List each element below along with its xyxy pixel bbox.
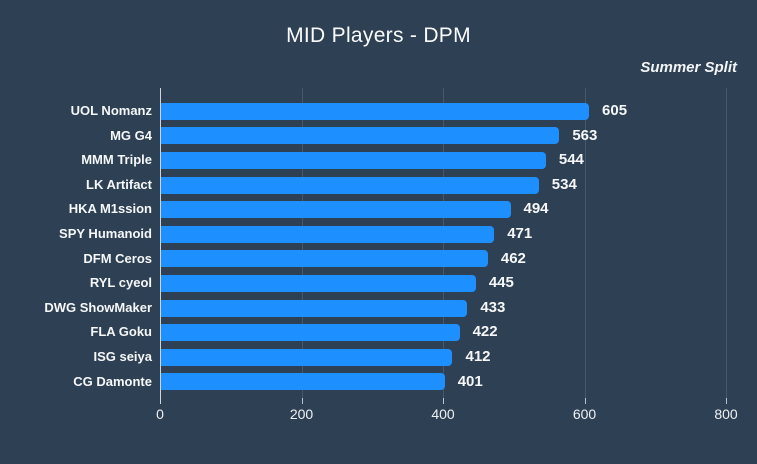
- bar: [161, 299, 468, 317]
- bar: [161, 102, 590, 120]
- value-label: 605: [602, 102, 628, 119]
- bar-track: 471: [160, 222, 726, 247]
- x-tick-label: 200: [289, 406, 314, 422]
- category-label: UOL Nomanz: [70, 103, 152, 118]
- category-label: HKA M1ssion: [68, 201, 152, 217]
- bar-track: 445: [160, 271, 726, 296]
- value-label: 544: [558, 151, 584, 169]
- value-label: 563: [572, 126, 598, 144]
- bar-row: LK Artifact 534: [0, 173, 757, 198]
- bar-track: 534: [160, 173, 726, 198]
- value-label: 534: [551, 175, 577, 193]
- x-tick-mark: [584, 398, 586, 404]
- bar: [161, 324, 460, 342]
- bar-row: MMM Triple 544: [0, 148, 757, 173]
- bar-track: 544: [160, 148, 726, 173]
- x-tick-label: 400: [431, 406, 455, 422]
- bar-row: ISG seiya 412: [0, 345, 757, 370]
- value-label: 412: [465, 347, 491, 365]
- bar: [161, 201, 511, 219]
- value-label: 433: [480, 298, 506, 316]
- x-tick-label: 800: [714, 406, 738, 422]
- category-label: ISG seiya: [93, 348, 152, 364]
- bar-track: 401: [160, 370, 726, 395]
- value-label: 462: [500, 249, 526, 267]
- bar-track: 563: [160, 124, 726, 149]
- gridline: [443, 88, 444, 398]
- x-tick-mark: [443, 398, 444, 404]
- value-label: 422: [472, 323, 498, 341]
- gridline: [584, 88, 586, 398]
- category-label: DWG ShowMaker: [44, 299, 152, 315]
- bar-row: UOL Nomanz 605: [0, 99, 757, 124]
- gridline: [726, 88, 727, 398]
- bar-row: CG Damonte 401: [0, 370, 757, 395]
- x-tick-label: 0: [156, 406, 164, 422]
- bar-row: RYL cyeol 445: [0, 271, 757, 296]
- category-label: RYL cyeol: [89, 275, 152, 291]
- bar: [161, 250, 488, 268]
- value-label: 401: [457, 372, 483, 390]
- bar-row: HKA M1ssion 494: [0, 197, 757, 222]
- category-label: DFM Ceros: [83, 250, 152, 266]
- bar: [161, 176, 539, 194]
- bar-row: SPY Humanoid 471: [0, 222, 757, 247]
- bar-track: 433: [160, 296, 726, 321]
- chart-title: MID Players - DPM: [286, 24, 471, 47]
- bar-row: FLA Goku 422: [0, 320, 757, 345]
- category-label: MMM Triple: [81, 152, 152, 168]
- x-tick-mark: [301, 398, 303, 404]
- category-label: SPY Humanoid: [59, 225, 152, 241]
- bar-row: DWG ShowMaker 433: [0, 296, 757, 321]
- bar-track: 422: [160, 320, 726, 345]
- plot-area: UOL Nomanz 605 MG G4 563 MMM Triple 544 …: [0, 88, 757, 404]
- category-label: LK Artifact: [86, 176, 152, 192]
- bar-row: MG G4 563: [0, 124, 757, 149]
- bar: [161, 151, 546, 169]
- value-label: 471: [507, 224, 533, 242]
- bar-track: 605: [160, 99, 726, 124]
- bar-rows: UOL Nomanz 605 MG G4 563 MMM Triple 544 …: [0, 99, 757, 394]
- x-tick-mark: [726, 398, 727, 404]
- bar: [161, 274, 476, 292]
- bar-track: 412: [160, 345, 726, 370]
- bar: [161, 127, 560, 145]
- y-axis-line: [160, 88, 161, 404]
- category-label: CG Damonte: [73, 373, 152, 389]
- bar-track: 494: [160, 197, 726, 222]
- x-axis: 0 200 400 600 800: [0, 406, 757, 426]
- category-label: FLA Goku: [90, 324, 152, 340]
- category-label: MG G4: [110, 127, 152, 143]
- bar-track: 462: [160, 247, 726, 272]
- x-tick-label: 600: [572, 406, 597, 422]
- bar-row: DFM Ceros 462: [0, 247, 757, 272]
- value-label: 494: [523, 200, 549, 218]
- gridline: [301, 88, 303, 398]
- value-label: 445: [488, 274, 514, 292]
- chart-subtitle: Summer Split: [640, 59, 737, 76]
- bar: [161, 373, 445, 391]
- bar: [161, 348, 453, 366]
- bar: [161, 225, 495, 243]
